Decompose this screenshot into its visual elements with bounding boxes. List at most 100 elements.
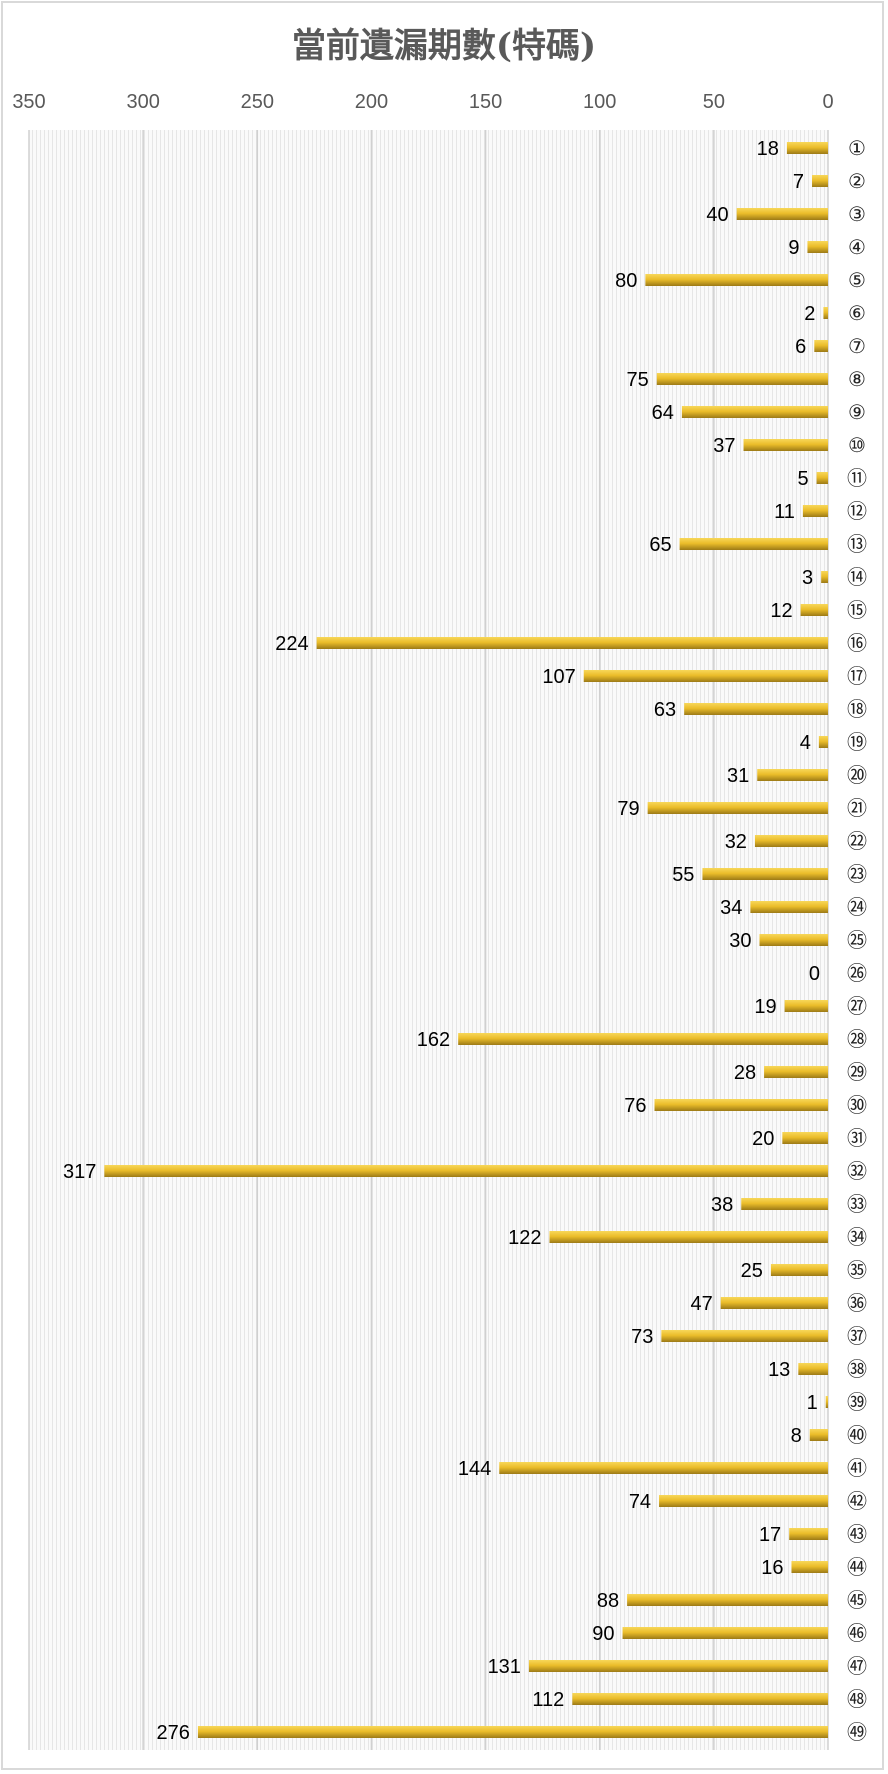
bar — [681, 406, 828, 418]
data-label: 2 — [804, 303, 815, 325]
data-label: 8 — [791, 1425, 802, 1447]
category-label: ⑭ — [847, 565, 867, 589]
bar — [656, 373, 828, 385]
bar — [770, 1264, 828, 1276]
data-label: 19 — [754, 996, 776, 1018]
data-label: 40 — [706, 204, 728, 226]
category-label: ㉔ — [847, 895, 867, 919]
bar — [679, 538, 828, 550]
bar — [782, 1132, 828, 1144]
bar — [654, 1099, 828, 1111]
data-label: 74 — [629, 1491, 651, 1513]
bar — [104, 1165, 828, 1177]
category-label: ㊹ — [847, 1555, 867, 1579]
data-label: 90 — [592, 1623, 614, 1645]
bar — [802, 505, 828, 517]
category-label: ㉜ — [847, 1159, 867, 1183]
chart-title: 當前遺漏期數(特碼) — [291, 26, 597, 66]
category-label: ⑥ — [848, 301, 866, 325]
data-label: 317 — [63, 1161, 96, 1183]
category-label: ㊽ — [847, 1687, 867, 1711]
category-label: ㊼ — [847, 1654, 867, 1678]
category-label: ㊱ — [847, 1291, 867, 1315]
data-label: 31 — [727, 765, 749, 787]
category-label: ⑱ — [847, 697, 867, 721]
bar — [583, 670, 828, 682]
bar — [659, 1495, 828, 1507]
category-label: ㉘ — [847, 1027, 867, 1051]
category-label: ⑲ — [847, 730, 867, 754]
bar — [528, 1660, 828, 1672]
bar — [818, 736, 828, 748]
x-tick-label: 50 — [703, 91, 725, 113]
bar — [627, 1594, 828, 1606]
bar — [684, 703, 828, 715]
data-label: 7 — [793, 171, 804, 193]
data-label: 276 — [157, 1722, 190, 1744]
bar — [197, 1726, 829, 1738]
category-label: ㉝ — [847, 1192, 867, 1216]
bar — [499, 1462, 828, 1474]
data-label: 13 — [768, 1359, 790, 1381]
data-label: 80 — [615, 270, 637, 292]
data-label: 112 — [532, 1689, 564, 1711]
bar — [549, 1231, 828, 1243]
data-label: 16 — [761, 1557, 783, 1579]
category-label: ㊲ — [847, 1324, 867, 1348]
category-label: ④ — [848, 235, 866, 259]
data-label: 11 — [774, 501, 795, 523]
data-label: 4 — [800, 732, 811, 754]
data-label: 75 — [627, 369, 649, 391]
bar — [764, 1066, 828, 1078]
category-label: ⑳ — [847, 763, 867, 787]
category-label: ⑤ — [848, 268, 866, 292]
x-tick-label: 100 — [583, 91, 616, 113]
data-label: 17 — [759, 1524, 781, 1546]
bar — [809, 1429, 828, 1441]
category-label: ⑰ — [847, 664, 867, 688]
bar — [736, 208, 828, 220]
data-label: 131 — [488, 1656, 521, 1678]
data-label: 20 — [752, 1128, 774, 1150]
data-label: 47 — [690, 1293, 712, 1315]
category-label: ㉓ — [847, 862, 867, 886]
category-label: ⑪ — [847, 466, 867, 490]
category-label: ㉑ — [847, 796, 867, 820]
bar — [741, 1198, 828, 1210]
bar — [743, 439, 828, 451]
bar — [750, 901, 828, 913]
data-label: 37 — [713, 435, 735, 457]
data-label: 32 — [725, 831, 747, 853]
category-label: ㊴ — [847, 1390, 867, 1414]
bar — [757, 769, 828, 781]
category-label: ㉞ — [847, 1225, 867, 1249]
bar — [661, 1330, 828, 1342]
data-label: 12 — [770, 600, 792, 622]
category-label: ㊳ — [847, 1357, 867, 1381]
data-label: 38 — [711, 1194, 733, 1216]
category-label: ㊵ — [847, 1423, 867, 1447]
bar — [816, 472, 828, 484]
data-label: 122 — [508, 1227, 541, 1249]
data-label: 1 — [807, 1392, 818, 1414]
data-label: 65 — [649, 534, 671, 556]
data-label: 5 — [797, 468, 808, 490]
x-tick-label: 200 — [355, 91, 388, 113]
bar — [821, 571, 828, 583]
x-tick-label: 350 — [12, 91, 45, 113]
category-label: ㊷ — [847, 1489, 867, 1513]
category-label: ① — [848, 136, 866, 160]
category-label: ⑩ — [848, 433, 866, 457]
category-label: ⑦ — [848, 334, 866, 358]
category-label: ㉚ — [847, 1093, 867, 1117]
bar — [825, 1396, 828, 1408]
category-label: ㉙ — [847, 1060, 867, 1084]
category-label: ㊶ — [847, 1456, 867, 1480]
data-label: 162 — [417, 1029, 450, 1051]
bar — [702, 868, 828, 880]
plot-area — [29, 130, 828, 1750]
category-label: ㊻ — [847, 1621, 867, 1645]
data-label: 55 — [672, 864, 694, 886]
bar — [812, 175, 828, 187]
